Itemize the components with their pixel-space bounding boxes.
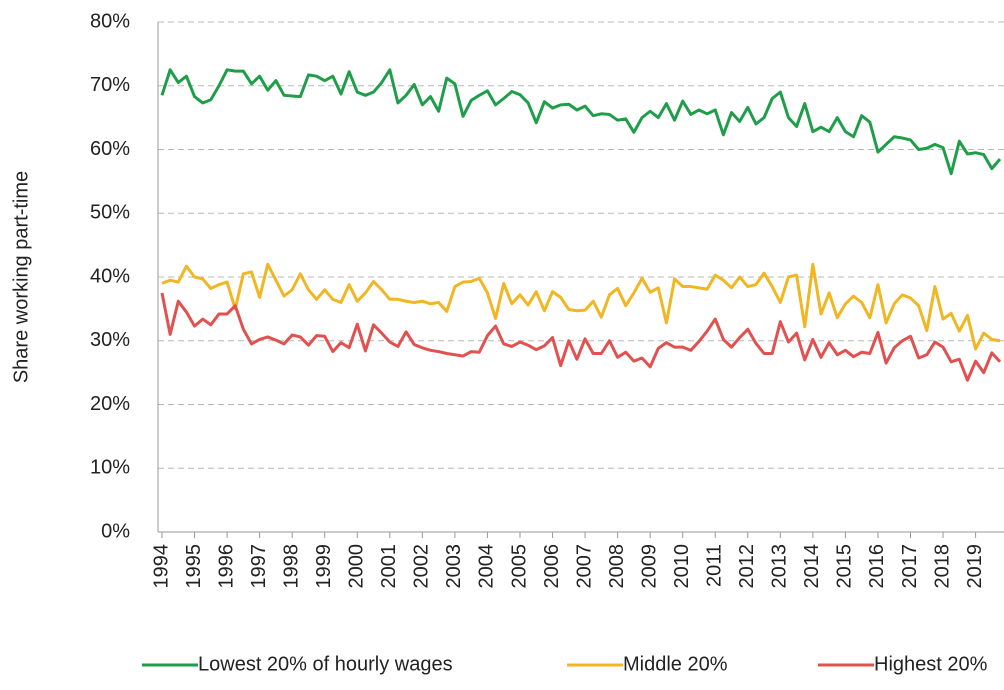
x-tick-label: 1998 bbox=[280, 544, 302, 589]
series-line bbox=[160, 292, 1002, 382]
y-tick-label: 80% bbox=[90, 10, 130, 32]
series-line bbox=[161, 262, 1001, 351]
y-tick-label: 20% bbox=[90, 393, 130, 415]
y-tick-label: 0% bbox=[101, 520, 130, 542]
x-tick-label: 1997 bbox=[248, 544, 270, 589]
y-tick-label: 70% bbox=[90, 74, 130, 96]
y-tick-label: 40% bbox=[90, 265, 130, 287]
y-tick-label: 50% bbox=[90, 202, 130, 224]
x-tick-label: 2003 bbox=[443, 544, 465, 589]
x-tick-label: 2000 bbox=[346, 544, 368, 589]
x-tick-label: 2014 bbox=[801, 544, 823, 589]
x-tick-label: 2013 bbox=[769, 544, 791, 589]
legend-label: Middle 20% bbox=[623, 653, 728, 675]
x-tick-label: 1999 bbox=[313, 544, 335, 589]
x-tick-label: 1996 bbox=[215, 544, 237, 589]
x-tick-label: 2017 bbox=[899, 544, 921, 589]
x-tick-label: 2018 bbox=[931, 544, 953, 589]
x-tick-label: 2012 bbox=[736, 544, 758, 589]
x-tick-label: 2010 bbox=[671, 544, 693, 589]
x-tick-label: 2016 bbox=[866, 544, 888, 589]
x-tick-label: 2006 bbox=[541, 544, 563, 589]
x-tick-label: 2007 bbox=[573, 544, 595, 589]
legend-label: Highest 20% bbox=[874, 653, 988, 675]
x-tick-label: 2008 bbox=[606, 544, 628, 589]
y-tick-label: 10% bbox=[90, 457, 130, 479]
x-tick-label: 1995 bbox=[183, 544, 205, 589]
x-tick-label: 2011 bbox=[704, 544, 726, 587]
x-tick-label: 2005 bbox=[508, 544, 530, 589]
x-tick-label: 1994 bbox=[150, 544, 172, 589]
x-tick-label: 2004 bbox=[476, 544, 498, 589]
y-tick-label: 30% bbox=[90, 329, 130, 351]
legend-label: Lowest 20% of hourly wages bbox=[198, 653, 453, 675]
series-line bbox=[160, 68, 1002, 176]
x-tick-label: 2001 bbox=[378, 544, 400, 589]
y-axis-label: Share working part-time bbox=[10, 171, 32, 383]
x-tick-label: 2009 bbox=[638, 544, 660, 589]
x-tick-label: 2015 bbox=[834, 544, 856, 589]
y-tick-label: 60% bbox=[90, 138, 130, 160]
x-tick-label: 2002 bbox=[411, 544, 433, 589]
x-tick-label: 2019 bbox=[964, 544, 986, 589]
